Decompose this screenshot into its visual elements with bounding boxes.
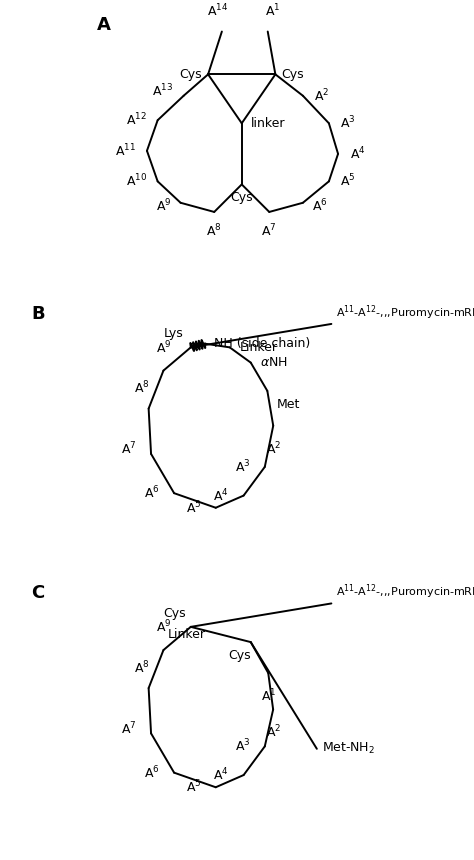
Text: $\mathrm{A}^{11}$-$\mathrm{A}^{12}$-,,,Puromycin-mRNA/DNA: $\mathrm{A}^{11}$-$\mathrm{A}^{12}$-,,,P… [336,303,474,322]
Text: $\alpha$NH: $\alpha$NH [260,356,288,369]
Text: $\mathrm{A}^{\mathrm{3}}$: $\mathrm{A}^{\mathrm{3}}$ [235,458,250,476]
Text: $\mathrm{A}^{\mathrm{13}}$: $\mathrm{A}^{\mathrm{13}}$ [152,83,173,100]
Text: $\mathrm{A}^{\mathrm{10}}$: $\mathrm{A}^{\mathrm{10}}$ [126,173,147,190]
Text: Met-NH$_2$: Met-NH$_2$ [322,741,374,756]
Text: $\mathrm{A}^{\mathrm{5}}$: $\mathrm{A}^{\mathrm{5}}$ [186,779,201,796]
Text: $\mathrm{A}^{\mathrm{8}}$: $\mathrm{A}^{\mathrm{8}}$ [134,660,149,676]
Text: $\mathrm{A}^{\mathrm{8}}$: $\mathrm{A}^{\mathrm{8}}$ [206,223,222,239]
Text: A: A [97,16,110,34]
Text: $\mathrm{A}^{\mathrm{9}}$: $\mathrm{A}^{\mathrm{9}}$ [155,619,171,636]
Text: Cys: Cys [230,191,253,204]
Text: $\mathrm{A}^{\mathrm{3}}$: $\mathrm{A}^{\mathrm{3}}$ [235,738,250,755]
Text: $\mathrm{A}^{\mathrm{4}}$: $\mathrm{A}^{\mathrm{4}}$ [213,767,229,783]
Text: $\mathrm{A}^{\mathrm{9}}$: $\mathrm{A}^{\mathrm{9}}$ [155,340,171,356]
Text: $\mathrm{A}^{11}$-$\mathrm{A}^{12}$-,,,Puromycin-mRNA/DNA: $\mathrm{A}^{11}$-$\mathrm{A}^{12}$-,,,P… [336,582,474,601]
Text: Met: Met [277,398,301,411]
Text: NH (side chain): NH (side chain) [214,337,310,350]
Text: Lys: Lys [164,327,183,340]
Text: $\mathrm{A}^{\mathrm{6}}$: $\mathrm{A}^{\mathrm{6}}$ [144,485,160,501]
Text: Linker: Linker [239,341,277,353]
Text: C: C [31,584,44,602]
Text: B: B [31,304,45,322]
Text: $\mathrm{A}^{\mathrm{2}}$: $\mathrm{A}^{\mathrm{2}}$ [265,440,281,457]
Text: $\mathrm{A}^{\mathrm{14}}$: $\mathrm{A}^{\mathrm{14}}$ [207,3,228,19]
Text: $\mathrm{A}^{\mathrm{6}}$: $\mathrm{A}^{\mathrm{6}}$ [312,198,328,214]
Text: $\mathrm{A}^{\mathrm{4}}$: $\mathrm{A}^{\mathrm{4}}$ [350,145,366,163]
Text: $\mathrm{A}^{\mathrm{9}}$: $\mathrm{A}^{\mathrm{9}}$ [156,198,172,214]
Text: $\mathrm{A}^{\mathrm{5}}$: $\mathrm{A}^{\mathrm{5}}$ [339,173,355,190]
Text: $\mathrm{A}^{\mathrm{1}}$: $\mathrm{A}^{\mathrm{1}}$ [261,687,276,704]
Text: $\mathrm{A}^{\mathrm{7}}$: $\mathrm{A}^{\mathrm{7}}$ [121,440,137,458]
Text: $\mathrm{A}^{\mathrm{2}}$: $\mathrm{A}^{\mathrm{2}}$ [314,88,329,104]
Text: Cys: Cys [282,68,304,81]
Text: $\mathrm{A}^{\mathrm{6}}$: $\mathrm{A}^{\mathrm{6}}$ [144,765,160,781]
Text: $\mathrm{A}^{\mathrm{5}}$: $\mathrm{A}^{\mathrm{5}}$ [186,500,201,516]
Text: Cys: Cys [179,68,202,81]
Text: $\mathrm{A}^{\mathrm{3}}$: $\mathrm{A}^{\mathrm{3}}$ [339,115,355,132]
Text: $\mathrm{A}^{\mathrm{11}}$: $\mathrm{A}^{\mathrm{11}}$ [115,143,136,159]
Text: Cys: Cys [228,649,251,662]
Text: Linker: Linker [168,628,206,641]
Text: $\mathrm{A}^{\mathrm{2}}$: $\mathrm{A}^{\mathrm{2}}$ [265,724,281,740]
Text: Cys: Cys [164,606,186,619]
Text: $\mathrm{A}^{\mathrm{8}}$: $\mathrm{A}^{\mathrm{8}}$ [134,380,149,396]
Text: $\mathrm{A}^{\mathrm{7}}$: $\mathrm{A}^{\mathrm{7}}$ [121,720,137,737]
Text: $\mathrm{A}^{\mathrm{12}}$: $\mathrm{A}^{\mathrm{12}}$ [126,112,147,128]
Text: linker: linker [251,117,285,130]
Text: $\mathrm{A}^{\mathrm{1}}$: $\mathrm{A}^{\mathrm{1}}$ [264,3,280,19]
Text: $\mathrm{A}^{\mathrm{7}}$: $\mathrm{A}^{\mathrm{7}}$ [262,223,277,239]
Text: $\mathrm{A}^{\mathrm{4}}$: $\mathrm{A}^{\mathrm{4}}$ [213,488,229,504]
